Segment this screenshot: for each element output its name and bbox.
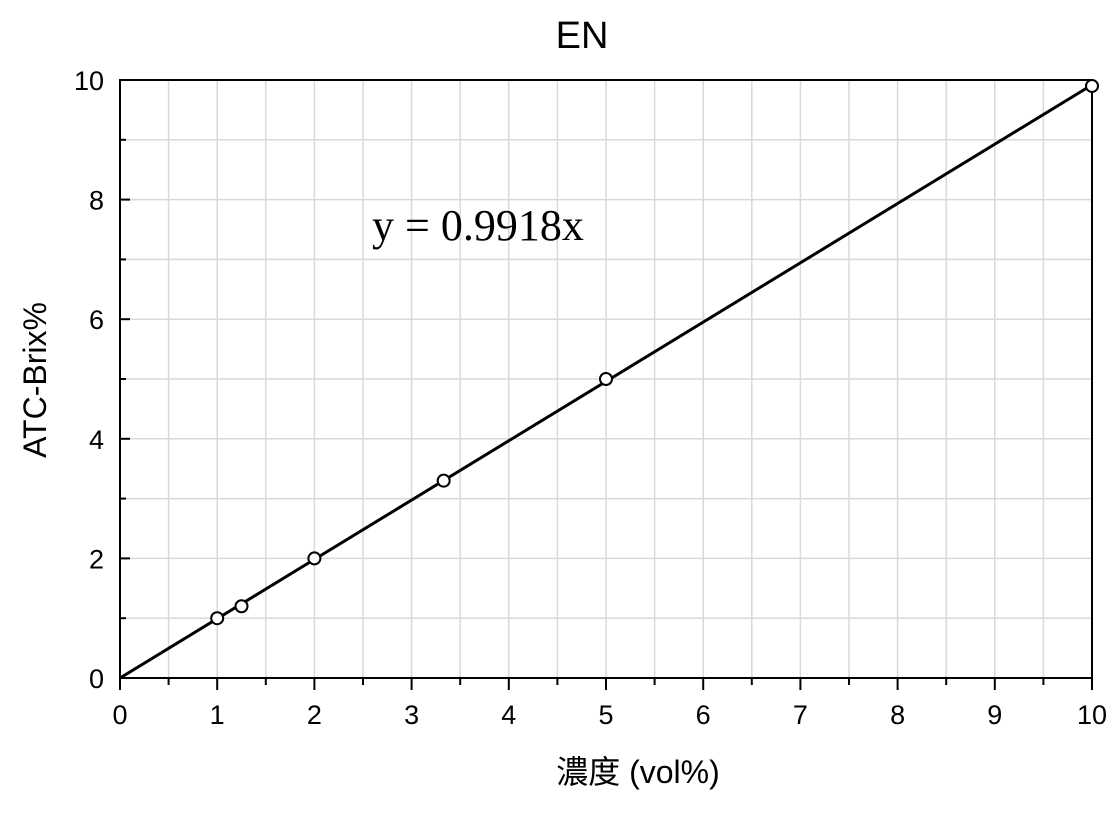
data-points: [210, 78, 1099, 626]
x-tick-label: 10: [1077, 700, 1107, 730]
y-tick-label: 2: [89, 544, 104, 574]
x-tick-label: 8: [890, 700, 905, 730]
data-point: [1085, 78, 1099, 93]
x-axis-label: 濃度 (vol%): [556, 754, 720, 790]
y-tick-label: 0: [89, 664, 104, 694]
y-tick-label: 10: [74, 66, 104, 96]
x-tick-label: 0: [112, 700, 127, 730]
data-point: [436, 473, 451, 488]
y-axis-label: ATC-Brix%: [17, 302, 53, 458]
chart-title: EN: [556, 15, 609, 57]
x-tick-label: 7: [793, 700, 808, 730]
data-point: [210, 611, 225, 626]
y-tick-label: 8: [89, 186, 104, 216]
data-point: [234, 599, 249, 614]
y-tick-label: 4: [89, 425, 104, 455]
x-tick-label: 6: [696, 700, 711, 730]
y-tick-label: 6: [89, 305, 104, 335]
data-point: [599, 372, 613, 386]
grid: [120, 80, 1092, 678]
x-tick-label: 9: [987, 700, 1002, 730]
x-tick-label: 1: [210, 700, 225, 730]
x-tick-label: 2: [307, 700, 322, 730]
x-tick-label: 4: [501, 700, 516, 730]
tick-labels: 0 1 2 3 4 5 6 7 8 9 10 0 2 4 6 8 10: [74, 66, 1107, 730]
trendline-equation: y = 0.9918x: [372, 201, 584, 250]
data-point: [307, 551, 322, 566]
x-tick-label: 5: [598, 700, 613, 730]
x-tick-label: 3: [404, 700, 419, 730]
